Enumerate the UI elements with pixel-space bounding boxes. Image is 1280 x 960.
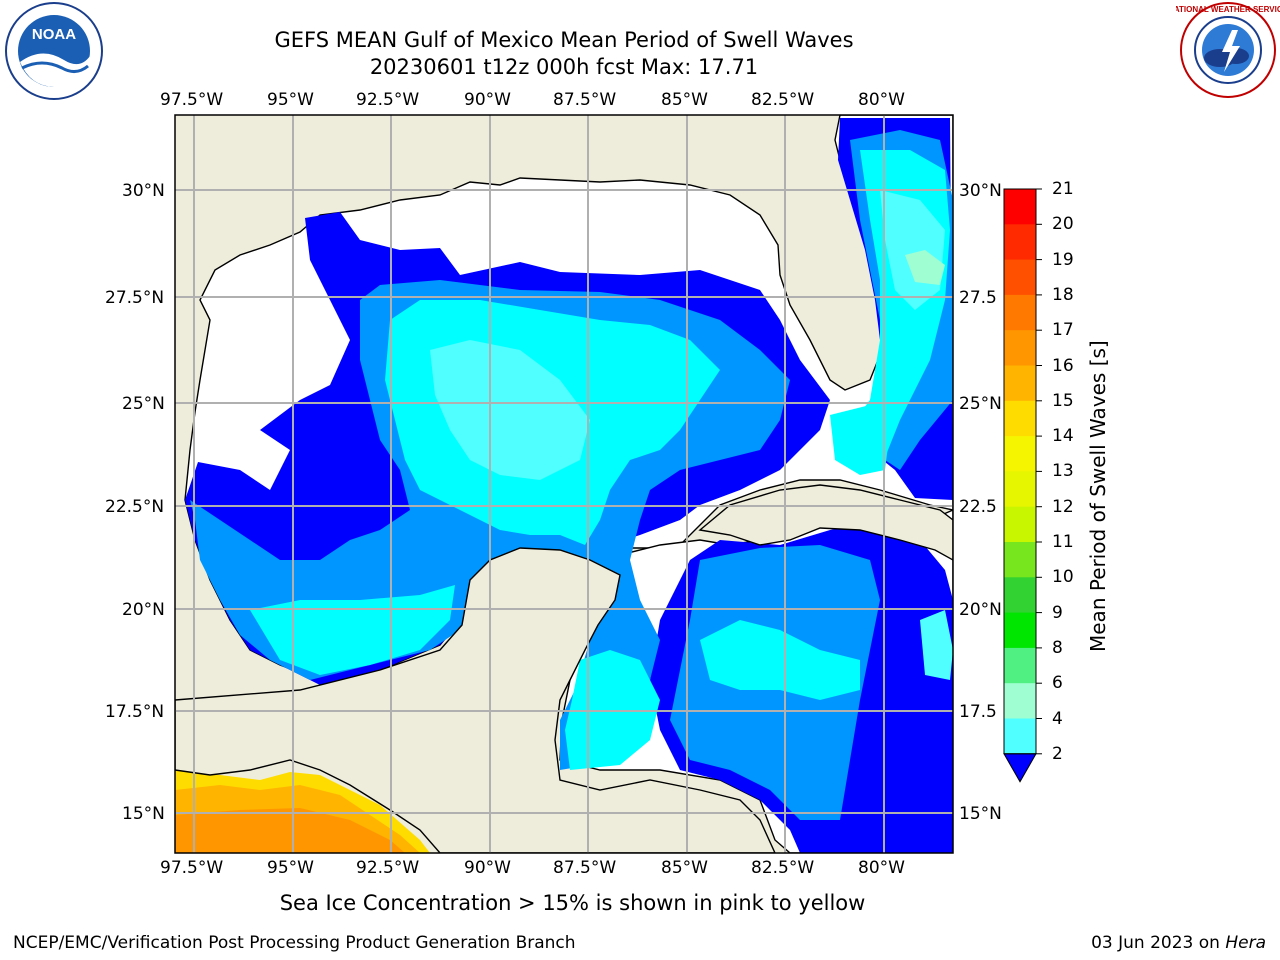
colorbar xyxy=(1003,188,1042,783)
colorbar-tick-label: 2 xyxy=(1052,743,1063,764)
swell-band-8-9 xyxy=(430,340,590,480)
colorbar-tick-label: 13 xyxy=(1052,461,1074,482)
lon-label: 82.5°W xyxy=(751,858,815,878)
lon-label: 97.5°W xyxy=(160,90,224,110)
colorbar-segment xyxy=(1004,436,1036,472)
lon-label: 95°W xyxy=(267,858,314,878)
colorbar-segment xyxy=(1004,542,1036,578)
swell-band-6-8-carib xyxy=(700,620,860,700)
lat-label: 30°N xyxy=(122,181,165,201)
lat-label: 27.5°N xyxy=(105,288,165,308)
lon-label: 95°W xyxy=(267,90,314,110)
colorbar-tick-label: 16 xyxy=(1052,355,1074,376)
lon-label: 87.5°W xyxy=(553,90,617,110)
lon-label: 90°W xyxy=(464,858,511,878)
lat-label: 17.5 xyxy=(959,702,997,722)
colorbar-segment xyxy=(1004,471,1036,508)
lat-label: 22.5°N xyxy=(105,497,165,517)
footer-date: 03 Jun 2023 on xyxy=(1091,933,1226,953)
nws-logo: NATIONAL WEATHER SERVICE xyxy=(1176,2,1280,98)
colorbar-segment xyxy=(1004,506,1036,543)
pacific-band-17-18 xyxy=(175,808,405,853)
noaa-logo-text: NOAA xyxy=(32,26,76,43)
colorbar-segment xyxy=(1004,577,1036,614)
colorbar-tick-label: 19 xyxy=(1052,249,1074,270)
lat-label: 25°N xyxy=(122,394,165,414)
colorbar-tick-label: 8 xyxy=(1052,637,1063,658)
colorbar-segment xyxy=(1004,189,1036,225)
colorbar-segment xyxy=(1004,224,1036,261)
swell-band-6-8-keys xyxy=(830,405,890,475)
colorbar-tick-label: 9 xyxy=(1052,602,1063,623)
lon-label: 80°W xyxy=(858,90,905,110)
yucatan-land xyxy=(175,547,776,853)
colorbar-extend-triangle xyxy=(1003,753,1037,783)
graticule xyxy=(175,115,953,853)
colorbar-tick-label: 12 xyxy=(1052,496,1074,517)
lon-label: 87.5°W xyxy=(553,858,617,878)
lat-label: 17.5°N xyxy=(105,702,165,722)
colorbar-segment xyxy=(1004,259,1036,296)
colorbar-tick-label: 10 xyxy=(1052,567,1074,588)
colorbar-segment xyxy=(1004,330,1036,366)
lon-label: 85°W xyxy=(661,90,708,110)
colorbar-segment xyxy=(1004,718,1036,755)
colorbar-segment xyxy=(1004,612,1036,649)
colorbar-segment xyxy=(1004,647,1036,684)
colorbar-segment xyxy=(1004,365,1036,402)
footer-host: Hera xyxy=(1225,933,1266,953)
lat-label: 27.5 xyxy=(959,288,997,308)
colorbar-segment xyxy=(1004,294,1036,331)
lat-label: 15°N xyxy=(122,804,165,824)
lat-label: 30°N xyxy=(959,181,1002,201)
sea-ice-caption: Sea Ice Concentration > 15% is shown in … xyxy=(279,891,866,915)
swell-band-9-10-east xyxy=(905,250,945,285)
svg-text:NATIONAL WEATHER SERVICE: NATIONAL WEATHER SERVICE xyxy=(1176,5,1280,14)
lon-label: 80°W xyxy=(858,858,905,878)
lon-label: 92.5°W xyxy=(356,858,420,878)
colorbar-tick-label: 11 xyxy=(1052,532,1074,552)
noaa-logo: NOAA xyxy=(5,2,103,100)
colorbar-label: Mean Period of Swell Waves [s] xyxy=(1086,340,1110,652)
colorbar-tick-label: 18 xyxy=(1052,284,1074,305)
cuba-island xyxy=(698,484,953,561)
plot-title-line2: 20230601 t12z 000h fcst Max: 17.71 xyxy=(369,55,759,79)
lon-label: 97.5°W xyxy=(160,858,224,878)
colorbar-tick-label: 20 xyxy=(1052,214,1074,235)
lat-label: 25°N xyxy=(959,394,1002,414)
lon-label: 92.5°W xyxy=(356,90,420,110)
colorbar-tick-label: 14 xyxy=(1052,426,1074,447)
lat-label: 22.5 xyxy=(959,497,997,517)
lat-label: 20°N xyxy=(959,600,1002,620)
colorbar-tick-label: 15 xyxy=(1052,390,1074,411)
lon-label: 82.5°W xyxy=(751,90,815,110)
plot-title-line1: GEFS MEAN Gulf of Mexico Mean Period of … xyxy=(274,28,854,52)
colorbar-tick-label: 21 xyxy=(1052,179,1074,199)
colorbar-segment xyxy=(1004,683,1036,719)
lat-label: 20°N xyxy=(122,600,165,620)
colorbar-tick-label: 4 xyxy=(1052,708,1063,729)
swell-band-8-9-carib xyxy=(920,610,953,680)
lon-label: 90°W xyxy=(464,90,511,110)
lat-label: 15°N xyxy=(959,804,1002,824)
colorbar-tick-label: 6 xyxy=(1052,673,1063,694)
colorbar-segment xyxy=(1004,400,1036,437)
lon-label: 85°W xyxy=(661,858,708,878)
map-frame xyxy=(174,114,954,854)
footer-right: 03 Jun 2023 on Hera xyxy=(1091,933,1266,953)
swell-band-6-8-south xyxy=(250,585,455,675)
colorbar-tick-label: 17 xyxy=(1052,320,1074,341)
footer-left: NCEP/EMC/Verification Post Processing Pr… xyxy=(13,933,576,953)
